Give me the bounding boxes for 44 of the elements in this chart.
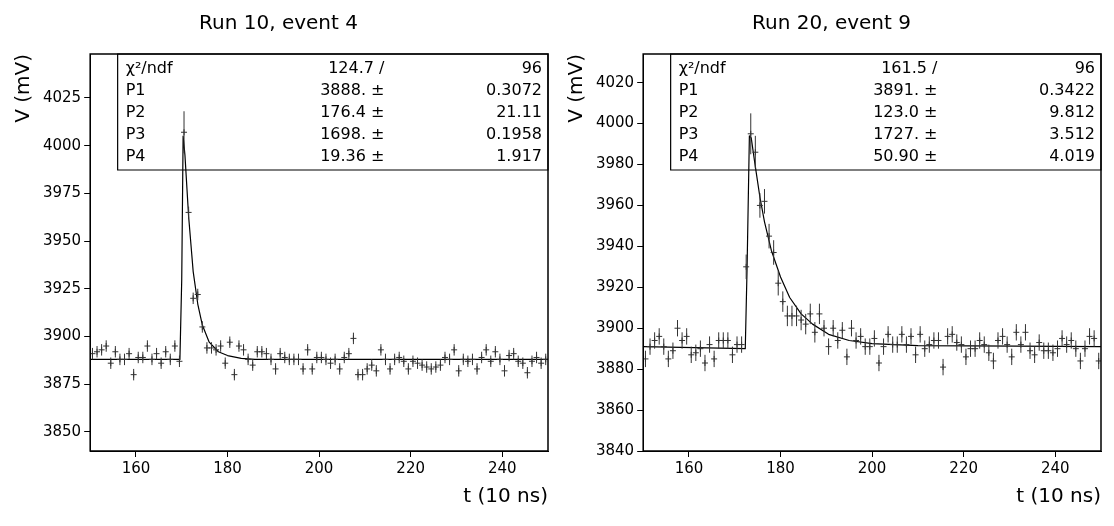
- x-tick-label: 240: [1040, 458, 1070, 477]
- text: P2 123.0 ± 9.812: [678, 102, 1095, 122]
- x-tick-label: 220: [949, 458, 978, 477]
- y-tick-label: 3880: [595, 359, 635, 378]
- text: P1 3888. ± 0.3072: [125, 80, 542, 100]
- y-tick-label: 3940: [595, 236, 635, 255]
- x-tick-label: 200: [857, 458, 887, 477]
- y-tick-label: 3980: [595, 154, 635, 173]
- text: P1 3891. ± 0.3422: [678, 80, 1095, 100]
- y-tick-label: 3840: [595, 440, 635, 459]
- y-axis-title: V (mV): [10, 54, 35, 123]
- y-tick-label: 3900: [595, 318, 635, 337]
- y-tick-label: 3950: [42, 230, 82, 249]
- chart-title: Run 10, event 4: [199, 10, 358, 35]
- y-tick-label: 4020: [595, 72, 635, 91]
- x-tick-label: 160: [674, 458, 704, 477]
- y-tick-label: 4000: [595, 113, 635, 132]
- x-tick-label: 240: [487, 458, 517, 477]
- y-tick-label: 3925: [42, 278, 82, 297]
- text: P3 1698. ± 0.1958: [125, 124, 542, 144]
- y-tick-label: 3960: [595, 195, 635, 214]
- text: P4 50.90 ± 4.019: [678, 146, 1095, 166]
- x-tick-label: 200: [304, 458, 334, 477]
- y-tick-label: 3850: [42, 421, 82, 440]
- x-axis-title: t (10 ns): [1016, 483, 1101, 508]
- x-tick-label: 220: [396, 458, 425, 477]
- x-tick-label: 180: [213, 458, 242, 477]
- y-tick-label: 3875: [42, 374, 82, 393]
- y-tick-label: 3975: [42, 183, 82, 202]
- y-tick-label: 4000: [42, 135, 82, 154]
- x-axis-title: t (10 ns): [463, 483, 548, 508]
- y-tick-label: 4025: [42, 87, 82, 106]
- x-tick-label: 160: [121, 458, 151, 477]
- y-axis-title: V (mV): [563, 54, 588, 123]
- x-tick-label: 180: [766, 458, 795, 477]
- y-tick-label: 3900: [42, 326, 82, 345]
- y-tick-label: 3860: [595, 399, 635, 418]
- text: χ²/ndf 124.7 / 96: [125, 58, 542, 78]
- chart-title: Run 20, event 9: [752, 10, 911, 35]
- text: χ²/ndf 161.5 / 96: [678, 58, 1095, 78]
- text: P3 1727. ± 3.512: [678, 124, 1095, 144]
- y-tick-label: 3920: [595, 277, 635, 296]
- text: P4 19.36 ± 1.917: [125, 146, 542, 166]
- text: P2 176.4 ± 21.11: [125, 102, 542, 122]
